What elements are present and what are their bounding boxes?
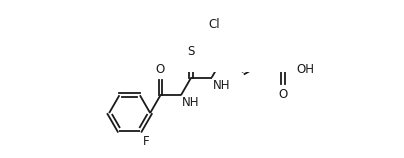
Text: OH: OH [297, 64, 315, 76]
Text: NH: NH [213, 79, 230, 92]
Text: O: O [156, 63, 165, 76]
Text: S: S [187, 45, 195, 58]
Text: F: F [143, 135, 150, 148]
Text: O: O [278, 88, 287, 101]
Text: Cl: Cl [208, 18, 220, 31]
Text: NH: NH [182, 96, 200, 109]
